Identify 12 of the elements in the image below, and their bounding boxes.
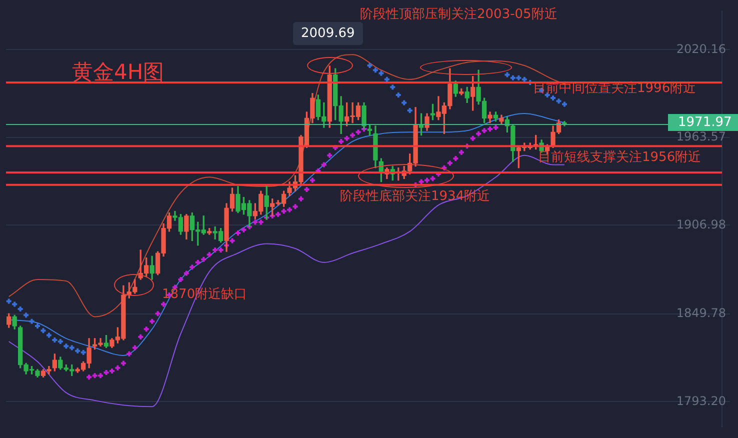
y-tick-label: 1963.57 <box>676 130 726 144</box>
annotation: 阶段性顶部压制关注2003-05附近 <box>360 7 558 23</box>
y-tick-label: 1793.20 <box>676 394 726 408</box>
ref-line-label: 1971.97 <box>668 114 738 132</box>
text: 黄金4H图 <box>72 59 164 86</box>
y-tick-label: 1849.78 <box>676 306 726 320</box>
annotation: 目前短线支撑关注1956附近 <box>538 150 702 166</box>
annotation: 2009.69 <box>293 22 363 45</box>
annotation: 目前中间位置关注1996附近 <box>533 81 696 97</box>
y-tick-label: 1906.98 <box>676 217 726 232</box>
y-tick-label: 2020.16 <box>676 42 726 56</box>
annotation: 阶段性底部关注1934附近 <box>340 189 490 205</box>
